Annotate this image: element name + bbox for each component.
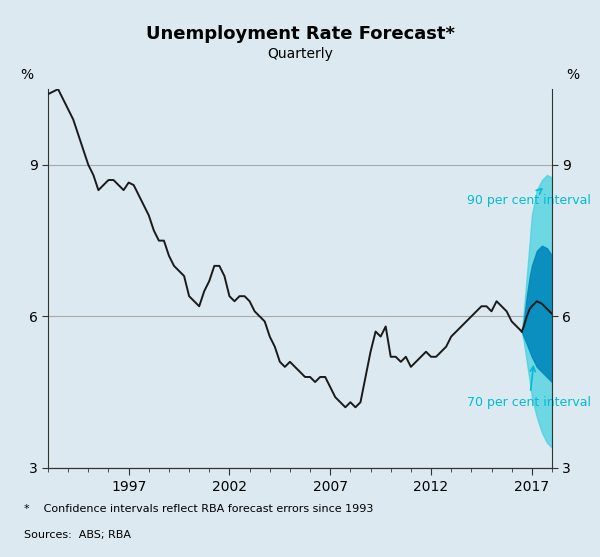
Text: Unemployment Rate Forecast*: Unemployment Rate Forecast*	[146, 25, 455, 43]
Text: 70 per cent interval: 70 per cent interval	[467, 367, 592, 409]
Text: *    Confidence intervals reflect RBA forecast errors since 1993: * Confidence intervals reflect RBA forec…	[24, 504, 373, 514]
Text: Sources:  ABS; RBA: Sources: ABS; RBA	[24, 530, 131, 540]
Text: Quarterly: Quarterly	[267, 47, 333, 61]
Text: 90 per cent interval: 90 per cent interval	[467, 189, 591, 207]
Text: %: %	[20, 67, 34, 81]
Text: %: %	[566, 67, 580, 81]
